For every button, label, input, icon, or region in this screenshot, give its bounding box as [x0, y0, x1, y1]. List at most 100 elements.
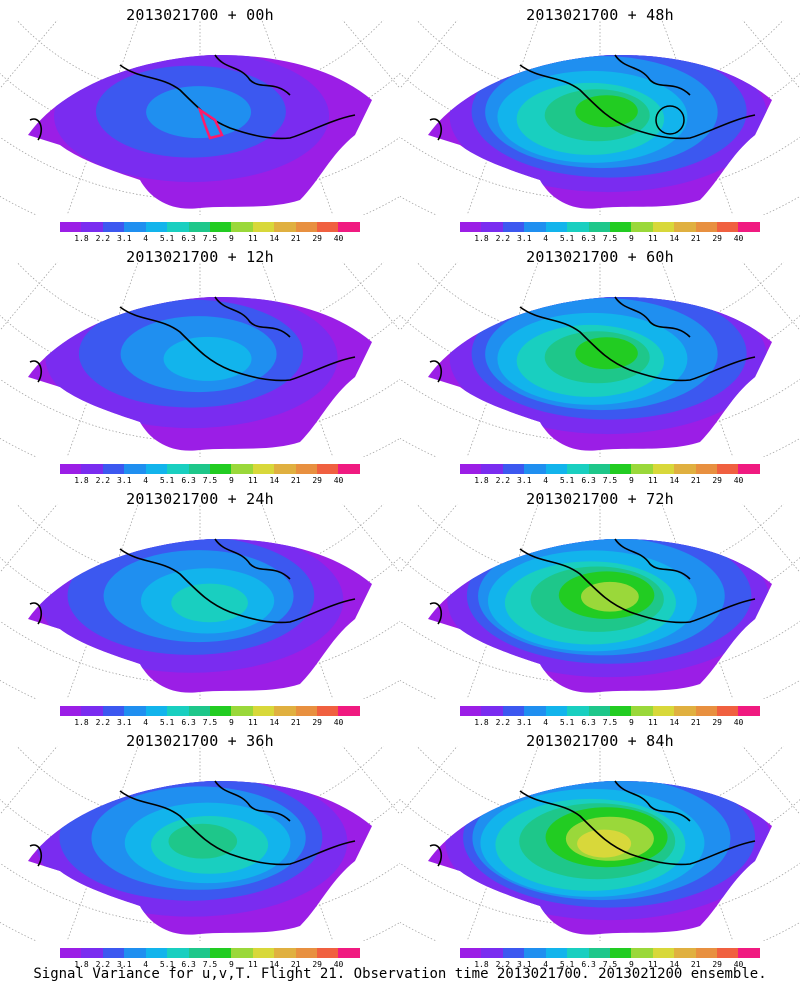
panel-title: 2013021700 + 84h	[526, 732, 674, 750]
colorbar-label: 29	[312, 960, 322, 969]
colorbar-swatch	[317, 464, 339, 474]
colorbar-label: 7.5	[202, 960, 218, 969]
colorbar-label: 14	[269, 476, 280, 485]
colorbar	[60, 706, 360, 716]
colorbar-swatch	[674, 222, 696, 232]
colorbar-swatch	[124, 706, 146, 716]
colorbar-label: 29	[712, 234, 722, 243]
colorbar-swatch	[717, 464, 739, 474]
colorbar-labels: 1.8 2.2 3.1 4 5.1 6.3 7.5 9 11 14 21 29 40	[60, 234, 360, 244]
colorbar-label: 2.2	[95, 476, 111, 485]
colorbar-swatch	[717, 948, 739, 958]
variance-field	[28, 780, 372, 935]
colorbar-labels: 1.8 2.2 3.1 4 5.1 6.3 7.5 9 11 14 21 29 40	[460, 718, 760, 728]
colorbar-swatch	[252, 948, 275, 958]
colorbar-label: 5.1	[159, 476, 175, 485]
colorbar-swatch	[460, 706, 482, 716]
panel-title: 2013021700 + 00h	[126, 6, 274, 24]
colorbar-swatch	[338, 948, 360, 958]
colorbar-swatch	[738, 222, 760, 232]
colorbar-label: 29	[712, 960, 722, 969]
colorbar-swatch	[460, 464, 482, 474]
colorbar-swatch	[481, 706, 503, 716]
colorbar-label: 21	[690, 476, 701, 485]
flight-track	[197, 106, 224, 140]
colorbar-label: 9	[229, 718, 234, 727]
figure-caption: Signal Variance for u,v,T. Flight 21. Ob…	[33, 966, 767, 982]
colorbar-label: 5.1	[559, 718, 575, 727]
colorbar-swatch	[717, 706, 739, 716]
colorbar-label: 1.8	[474, 718, 489, 727]
panel-title: 2013021700 + 72h	[526, 490, 674, 508]
variance-field	[428, 780, 772, 935]
colorbar-swatch	[102, 464, 125, 474]
variance-field	[428, 54, 772, 209]
colorbar-swatch	[631, 706, 653, 716]
colorbar-label: 40	[733, 718, 744, 727]
variance-map	[0, 504, 400, 699]
colorbar-label: 21	[690, 960, 701, 969]
variance-map	[0, 746, 400, 941]
colorbar-swatch	[674, 706, 696, 716]
colorbar-label: 40	[333, 476, 344, 485]
colorbar-label: 29	[312, 718, 322, 727]
variance-map	[400, 504, 800, 699]
colorbar-swatch	[274, 222, 296, 232]
panel-title: 2013021700 + 60h	[526, 248, 674, 266]
colorbar-label: 9	[629, 718, 634, 727]
colorbar-label: 1.8	[74, 476, 89, 485]
colorbar-label: 2.2	[495, 476, 511, 485]
colorbar-swatch	[631, 222, 653, 232]
colorbar-label: 21	[290, 718, 301, 727]
colorbar-swatch	[609, 222, 632, 232]
variance-map	[0, 262, 400, 457]
colorbar-swatch	[588, 222, 610, 232]
coastline	[429, 780, 756, 867]
colorbar-label: 1.8	[74, 234, 89, 243]
variance-field	[28, 538, 372, 693]
colorbar-swatch	[252, 464, 275, 474]
coastline	[29, 54, 356, 141]
colorbar-swatch	[545, 706, 568, 716]
colorbar-label: 6.3	[181, 234, 196, 243]
colorbar-label: 5.1	[559, 234, 575, 243]
colorbar-label: 21	[290, 960, 301, 969]
colorbar-label: 14	[669, 234, 680, 243]
colorbar-swatch	[60, 222, 82, 232]
colorbar-labels: 1.8 2.2 3.1 4 5.1 6.3 7.5 9 11 14 21 29 40	[60, 718, 360, 728]
colorbar-swatch	[588, 706, 610, 716]
colorbar-label: 6.3	[581, 234, 596, 243]
colorbar-label: 11	[648, 234, 658, 243]
variance-map	[400, 20, 800, 215]
colorbar-label: 40	[333, 234, 344, 243]
colorbar-label: 7.5	[202, 476, 218, 485]
colorbar-swatch	[609, 706, 632, 716]
colorbar-label: 3.1	[117, 476, 132, 485]
colorbar-swatch	[567, 948, 589, 958]
colorbar-swatch	[524, 948, 546, 958]
colorbar-label: 14	[269, 718, 280, 727]
colorbar-swatch	[167, 948, 189, 958]
colorbar-swatch	[124, 464, 146, 474]
coastline	[429, 296, 756, 383]
panel-title: 2013021700 + 24h	[126, 490, 274, 508]
colorbar-swatch	[460, 222, 482, 232]
colorbar-swatch	[502, 464, 525, 474]
colorbar-swatch	[609, 948, 632, 958]
colorbar-label: 40	[733, 234, 744, 243]
colorbar-swatch	[231, 222, 253, 232]
variance-field	[428, 538, 772, 693]
colorbar-swatch	[652, 948, 675, 958]
colorbar-label: 11	[648, 718, 658, 727]
forecast-panel: 2013021700 + 24h 1.8 2.2 3.1 4 5.1 6.3 7.5 9 11 14…	[0, 484, 400, 729]
colorbar-label: 5.1	[559, 476, 575, 485]
colorbar-swatch	[738, 948, 760, 958]
colorbar-swatch	[738, 706, 760, 716]
colorbar-swatch	[674, 948, 696, 958]
colorbar-label: 14	[669, 960, 680, 969]
colorbar-swatch	[102, 706, 125, 716]
colorbar-swatch	[609, 464, 632, 474]
colorbar-swatch	[167, 706, 189, 716]
colorbar-swatch	[252, 706, 275, 716]
colorbar-label: 2.2	[495, 960, 511, 969]
